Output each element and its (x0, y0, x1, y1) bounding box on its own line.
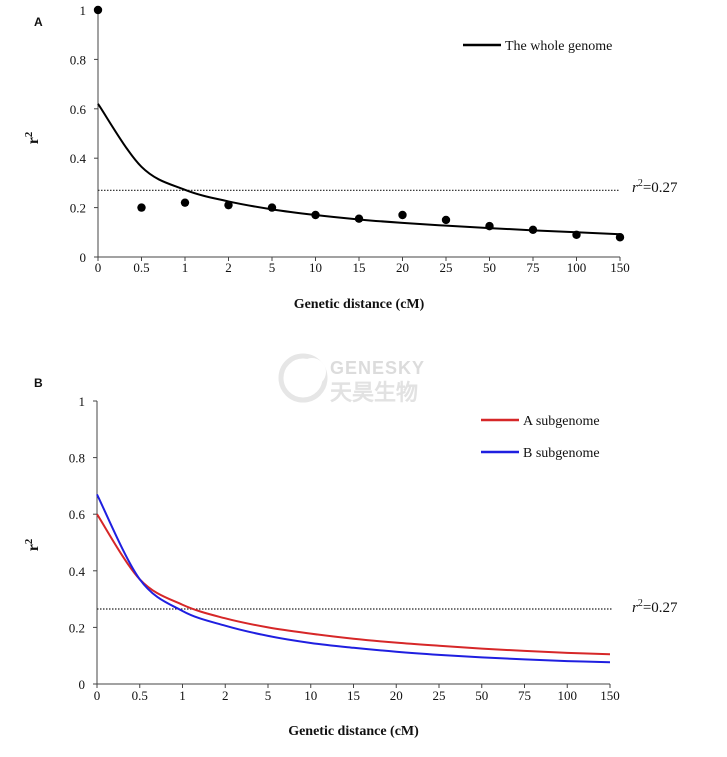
x-tick-label: 0.5 (133, 260, 149, 275)
y-axis-title: r2 (23, 131, 42, 144)
y-tick-label: 0.4 (69, 564, 86, 579)
x-tick-label: 150 (610, 260, 630, 275)
x-tick-label: 0.5 (132, 688, 148, 703)
x-tick-label: 0 (94, 688, 101, 703)
panel-label: A (34, 15, 43, 29)
y-axis-title: r2 (23, 538, 42, 551)
panel-b: B00.20.40.60.810 0.5 1 2 5 10 15 20 25 50 75 100 150… (23, 376, 678, 739)
x-tick-label: 1 (182, 260, 189, 275)
x-tick-label: 100 (558, 688, 578, 703)
x-tick-label: 1 (179, 688, 186, 703)
x-tick-label: 50 (483, 260, 496, 275)
data-point (485, 221, 494, 231)
x-tick-label: 25 (433, 688, 446, 703)
y-tick-label: 0.8 (69, 451, 85, 466)
data-point (180, 198, 190, 207)
y-tick-label: 0.4 (70, 151, 87, 166)
x-tick-label: 25 (440, 260, 453, 275)
data-point (354, 214, 364, 223)
data-point (311, 210, 320, 220)
y-tick-label: 0.6 (70, 102, 87, 117)
x-tick-label: 75 (527, 260, 540, 275)
series-line (96, 493, 611, 664)
data-point (267, 203, 277, 212)
x-tick-label: 5 (269, 260, 276, 275)
watermark: GENESKY 天昊生物 (278, 353, 425, 405)
y-tick-label: 0.6 (69, 507, 86, 522)
y-tick-label: 0.2 (70, 201, 86, 216)
x-tick-label: 15 (347, 688, 360, 703)
y-tick-label: 1 (79, 394, 86, 409)
x-tick-label: 0 (95, 260, 102, 275)
watermark-logo-icon (278, 353, 328, 403)
panel-a: A00.20.40.60.810 0.5 1 2 5 10 15 20 25 50 75 100 150… (23, 3, 678, 312)
x-tick-label: 10 (309, 260, 322, 275)
x-tick-label: 20 (390, 688, 403, 703)
data-point (398, 210, 407, 220)
data-point (572, 230, 581, 239)
y-tick-label: 0 (79, 677, 86, 692)
x-tick-label: 5 (265, 688, 272, 703)
x-tick-label: 75 (518, 688, 531, 703)
x-tick-label: 150 (600, 688, 620, 703)
watermark-brand: GENESKY (330, 358, 425, 378)
x-tick-label: 2 (225, 260, 232, 275)
series-line (96, 513, 611, 656)
x-tick-label: 15 (353, 260, 366, 275)
y-tick-label: 0.2 (69, 620, 85, 635)
data-point (441, 215, 451, 225)
watermark-brand-cn: 天昊生物 (330, 380, 418, 405)
legend-label: The whole genome (505, 39, 612, 54)
threshold-label: r2=0.27 (632, 598, 678, 616)
y-tick-label: 0 (80, 250, 87, 265)
x-tick-label: 100 (567, 260, 587, 275)
threshold-label: r2=0.27 (632, 178, 678, 196)
x-axis-title: Genetic distance (cM) (288, 724, 419, 739)
legend-label: B subgenome (523, 446, 600, 461)
legend-label: A subgenome (523, 414, 600, 429)
x-tick-label: 2 (222, 688, 229, 703)
y-tick-label: 0.8 (70, 52, 86, 67)
data-point (528, 225, 538, 235)
data-point (93, 5, 103, 15)
data-point (137, 203, 146, 212)
panel-label: B (34, 376, 43, 390)
x-tick-label: 50 (475, 688, 488, 703)
x-axis-title: Genetic distance (cM) (294, 297, 425, 312)
y-tick-label: 1 (80, 3, 87, 18)
data-point (224, 200, 233, 210)
data-point (615, 233, 625, 242)
x-tick-label: 20 (396, 260, 409, 275)
x-tick-label: 10 (304, 688, 317, 703)
